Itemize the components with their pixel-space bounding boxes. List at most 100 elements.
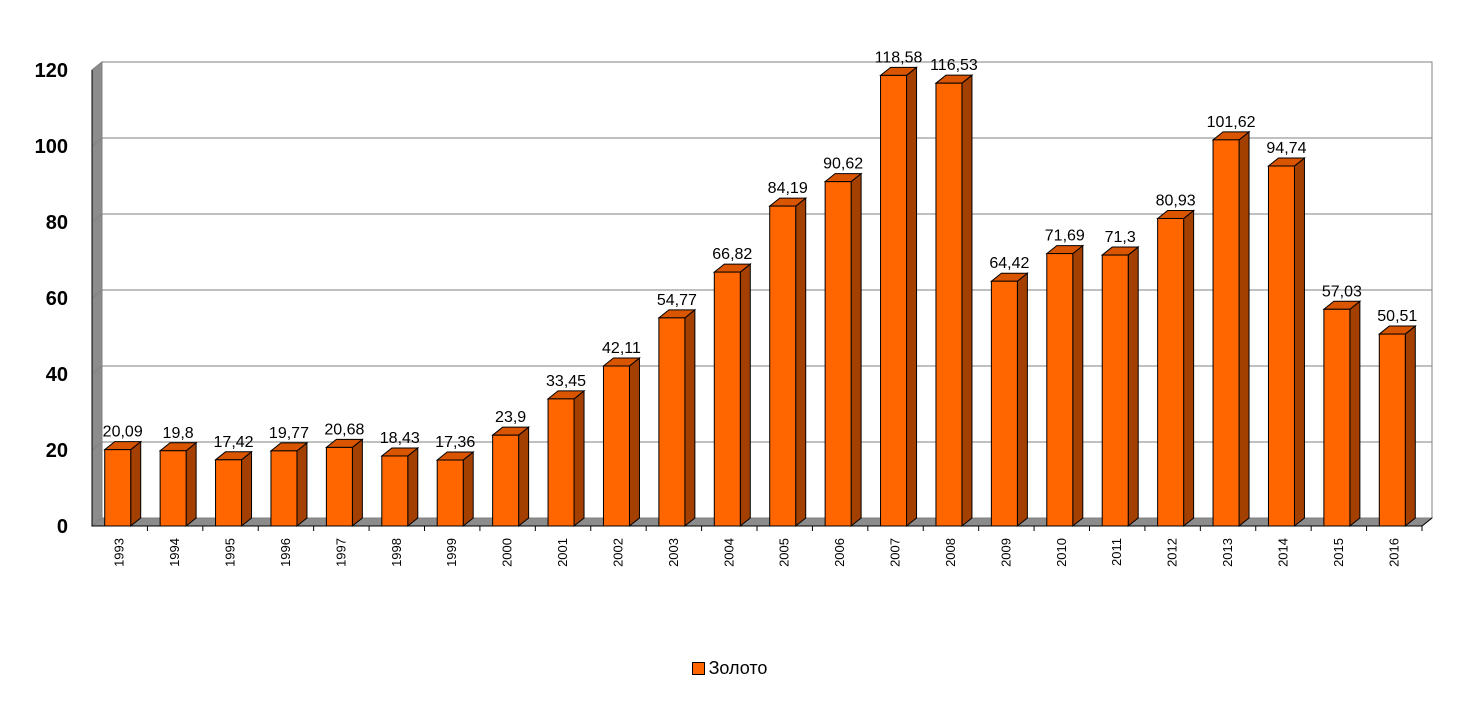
bar-2013: [1212, 139, 1240, 527]
data-label-2010: 71,69: [1045, 228, 1085, 245]
data-label-2006: 90,62: [823, 156, 863, 173]
y-tick-label: 80: [46, 212, 68, 234]
bar-side-2014: [1293, 156, 1305, 528]
data-label-2007: 118,58: [875, 49, 923, 66]
bar-side-2000: [518, 426, 530, 528]
bar-side-1999: [462, 450, 474, 528]
bar-2005: [769, 205, 797, 527]
data-label-2011: 71,3: [1105, 229, 1136, 246]
data-label-2015: 57,03: [1322, 283, 1362, 300]
x-tick-label-2011: 2011: [1109, 538, 1124, 566]
bar-side-2016: [1404, 325, 1416, 528]
x-tick-label-1993: 1993: [112, 538, 127, 567]
bar-1998: [381, 455, 409, 527]
x-tick-label-2004: 2004: [721, 538, 736, 567]
x-axis-edge: [1421, 517, 1433, 527]
gridline: [91, 441, 1432, 451]
x-tick-label-2008: 2008: [943, 538, 958, 567]
bar-2001: [547, 398, 575, 527]
gridline: [91, 365, 1432, 375]
data-label-1993: 20,09: [103, 424, 143, 441]
bar-2014: [1267, 165, 1295, 527]
x-tick-label-2001: 2001: [555, 538, 570, 567]
data-label-2014: 94,74: [1266, 140, 1306, 157]
x-tick-label-2006: 2006: [832, 538, 847, 567]
bar-side-2013: [1238, 130, 1250, 528]
data-label-2004: 66,82: [712, 246, 752, 263]
data-label-2012: 80,93: [1156, 192, 1196, 209]
gridline: [91, 213, 1432, 223]
bar-side-2003: [684, 308, 696, 528]
legend-label: Золото: [708, 658, 768, 678]
bar-side-2002: [628, 356, 640, 528]
data-label-1996: 19,77: [269, 425, 309, 442]
data-label-2009: 64,42: [989, 255, 1029, 272]
data-label-1997: 20,68: [324, 421, 364, 438]
y-tick-label: 60: [46, 288, 68, 310]
bar-1993: [104, 449, 132, 527]
legend-item: Золото: [691, 658, 768, 679]
bar-side-2006: [850, 172, 862, 528]
bar-side-2011: [1127, 246, 1139, 528]
bar-2012: [1157, 217, 1185, 527]
data-label-1995: 17,42: [214, 434, 254, 451]
x-tick-label-2002: 2002: [610, 538, 625, 567]
x-tick-label-2013: 2013: [1220, 538, 1235, 567]
x-tick-label-1999: 1999: [444, 538, 459, 567]
x-tick-label-1994: 1994: [167, 538, 182, 567]
data-label-2003: 54,77: [657, 292, 697, 309]
x-tick-label-2016: 2016: [1386, 538, 1401, 567]
y-tick-label: 40: [46, 364, 68, 386]
bar-side-2005: [795, 197, 807, 528]
bar-side-1993: [130, 440, 142, 528]
bar-side-2012: [1183, 209, 1195, 528]
data-label-2001: 33,45: [546, 373, 586, 390]
bar-2015: [1323, 308, 1351, 527]
bar-side-2001: [573, 389, 585, 528]
bar-2008: [935, 82, 963, 527]
data-label-2016: 50,51: [1377, 308, 1417, 325]
gridline: [91, 289, 1432, 299]
bar-1996: [270, 450, 298, 527]
y-tick-label: 0: [57, 516, 68, 538]
bar-1994: [159, 450, 187, 527]
legend: Золото: [0, 658, 1459, 680]
x-tick-label-2000: 2000: [500, 538, 515, 567]
y-tick-label: 20: [46, 440, 68, 462]
bar-1999: [436, 459, 464, 527]
gridline: [91, 137, 1432, 147]
bar-2004: [713, 271, 741, 527]
bar-1997: [325, 446, 353, 527]
bar-side-1994: [185, 441, 197, 528]
data-label-2000: 23,9: [495, 409, 526, 426]
bar-side-1995: [241, 450, 253, 528]
bar-side-2007: [906, 66, 918, 528]
x-tick-label-2003: 2003: [666, 538, 681, 567]
bar-2006: [824, 181, 852, 527]
bar-side-1996: [296, 441, 308, 528]
bar-2007: [880, 74, 908, 527]
bar-2016: [1378, 333, 1406, 527]
x-tick-label-1998: 1998: [389, 538, 404, 567]
bar-side-1998: [407, 446, 419, 528]
data-label-2013: 101,62: [1207, 114, 1256, 131]
data-label-2002: 42,11: [602, 340, 641, 357]
data-label-2005: 84,19: [768, 180, 808, 197]
bar-side-2004: [739, 263, 751, 528]
x-tick-label-2009: 2009: [998, 538, 1013, 567]
bar-side-1997: [351, 438, 363, 528]
x-tick-label-2012: 2012: [1165, 538, 1180, 567]
gridline: [91, 61, 1432, 71]
legend-swatch: [691, 662, 705, 675]
x-tick-label-2015: 2015: [1331, 538, 1346, 567]
x-tick-label-2005: 2005: [777, 538, 792, 567]
bar-side-2008: [961, 74, 973, 528]
y-tick-label: 120: [35, 60, 68, 82]
bar-2010: [1046, 253, 1074, 527]
x-tick-label-2010: 2010: [1054, 538, 1069, 567]
bar-2000: [492, 434, 520, 527]
bar-2002: [602, 365, 630, 527]
bar-side-2010: [1072, 244, 1084, 528]
x-tick-label-1997: 1997: [333, 538, 348, 567]
bar-side-2015: [1349, 300, 1361, 528]
